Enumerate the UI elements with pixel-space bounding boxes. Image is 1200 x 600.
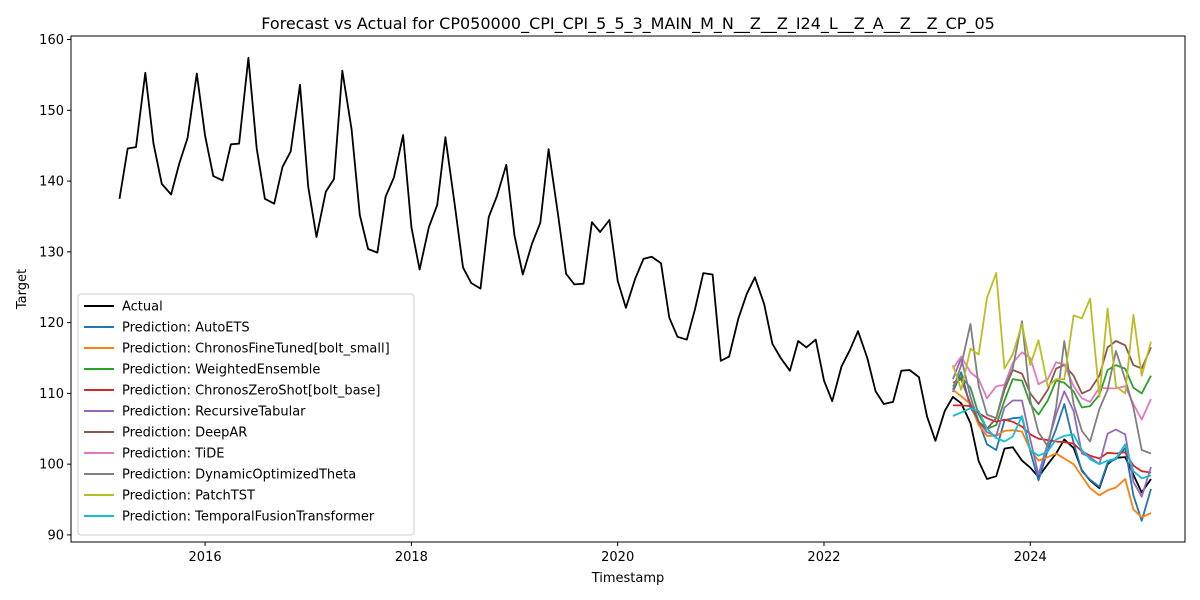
- legend-label-2: Prediction: ChronosFineTuned[bolt_small]: [122, 342, 390, 357]
- y-tick-label-5: 140: [39, 175, 64, 190]
- y-tick-label-7: 160: [39, 33, 64, 48]
- legend-label-3: Prediction: WeightedEnsemble: [122, 363, 320, 378]
- legend-box: [77, 293, 415, 536]
- x-tick-label-4: 2024: [1014, 550, 1047, 565]
- y-tick-label-1: 100: [39, 458, 64, 473]
- x-tick-label-0: 2016: [189, 550, 222, 565]
- legend-label-7: Prediction: TiDE: [122, 447, 224, 462]
- x-tick-label-2: 2020: [601, 550, 634, 565]
- series-line-2: [952, 389, 1152, 519]
- series-line-4: [952, 404, 1152, 474]
- legend-label-10: Prediction: TemporalFusionTransformer: [122, 510, 375, 525]
- legend-label-8: Prediction: DynamicOptimizedTheta: [122, 468, 356, 483]
- plot-lines: [118, 57, 1152, 522]
- legend-label-0: Actual: [122, 300, 163, 315]
- series-line-10: [952, 407, 1152, 480]
- series-line-0: [118, 57, 1152, 494]
- legend-label-5: Prediction: RecursiveTabular: [122, 405, 306, 420]
- x-tick-label-1: 2018: [395, 550, 428, 565]
- y-tick-label-3: 120: [39, 316, 64, 331]
- legend-label-9: Prediction: PatchTST: [122, 489, 255, 504]
- y-tick-label-0: 90: [47, 528, 64, 543]
- y-tick-label-4: 130: [39, 245, 64, 260]
- plot-frame: [70, 35, 1186, 543]
- x-axis-label: Timestamp: [591, 571, 665, 586]
- series-line-8: [952, 320, 1152, 455]
- series-line-9: [952, 272, 1152, 398]
- y-axis-label: Target: [15, 269, 30, 310]
- legend-label-6: Prediction: DeepAR: [122, 426, 247, 441]
- y-tick-label-6: 150: [39, 104, 64, 119]
- legend: Actual Prediction: AutoETS Prediction: Chr…: [77, 293, 415, 536]
- legend-label-1: Prediction: AutoETS: [122, 321, 250, 336]
- y-axis: 90 100 110 120 130 140 150 160: [39, 33, 71, 543]
- chart-title: Forecast vs Actual for CP050000_CPI_CPI_…: [261, 14, 995, 34]
- y-tick-label-2: 110: [39, 387, 64, 402]
- x-axis: 2016 2018 2020 2022 2024: [189, 542, 1047, 565]
- x-tick-label-3: 2022: [807, 550, 840, 565]
- series-line-7: [952, 351, 1152, 421]
- legend-label-4: Prediction: ChronosZeroShot[bolt_base]: [122, 384, 380, 399]
